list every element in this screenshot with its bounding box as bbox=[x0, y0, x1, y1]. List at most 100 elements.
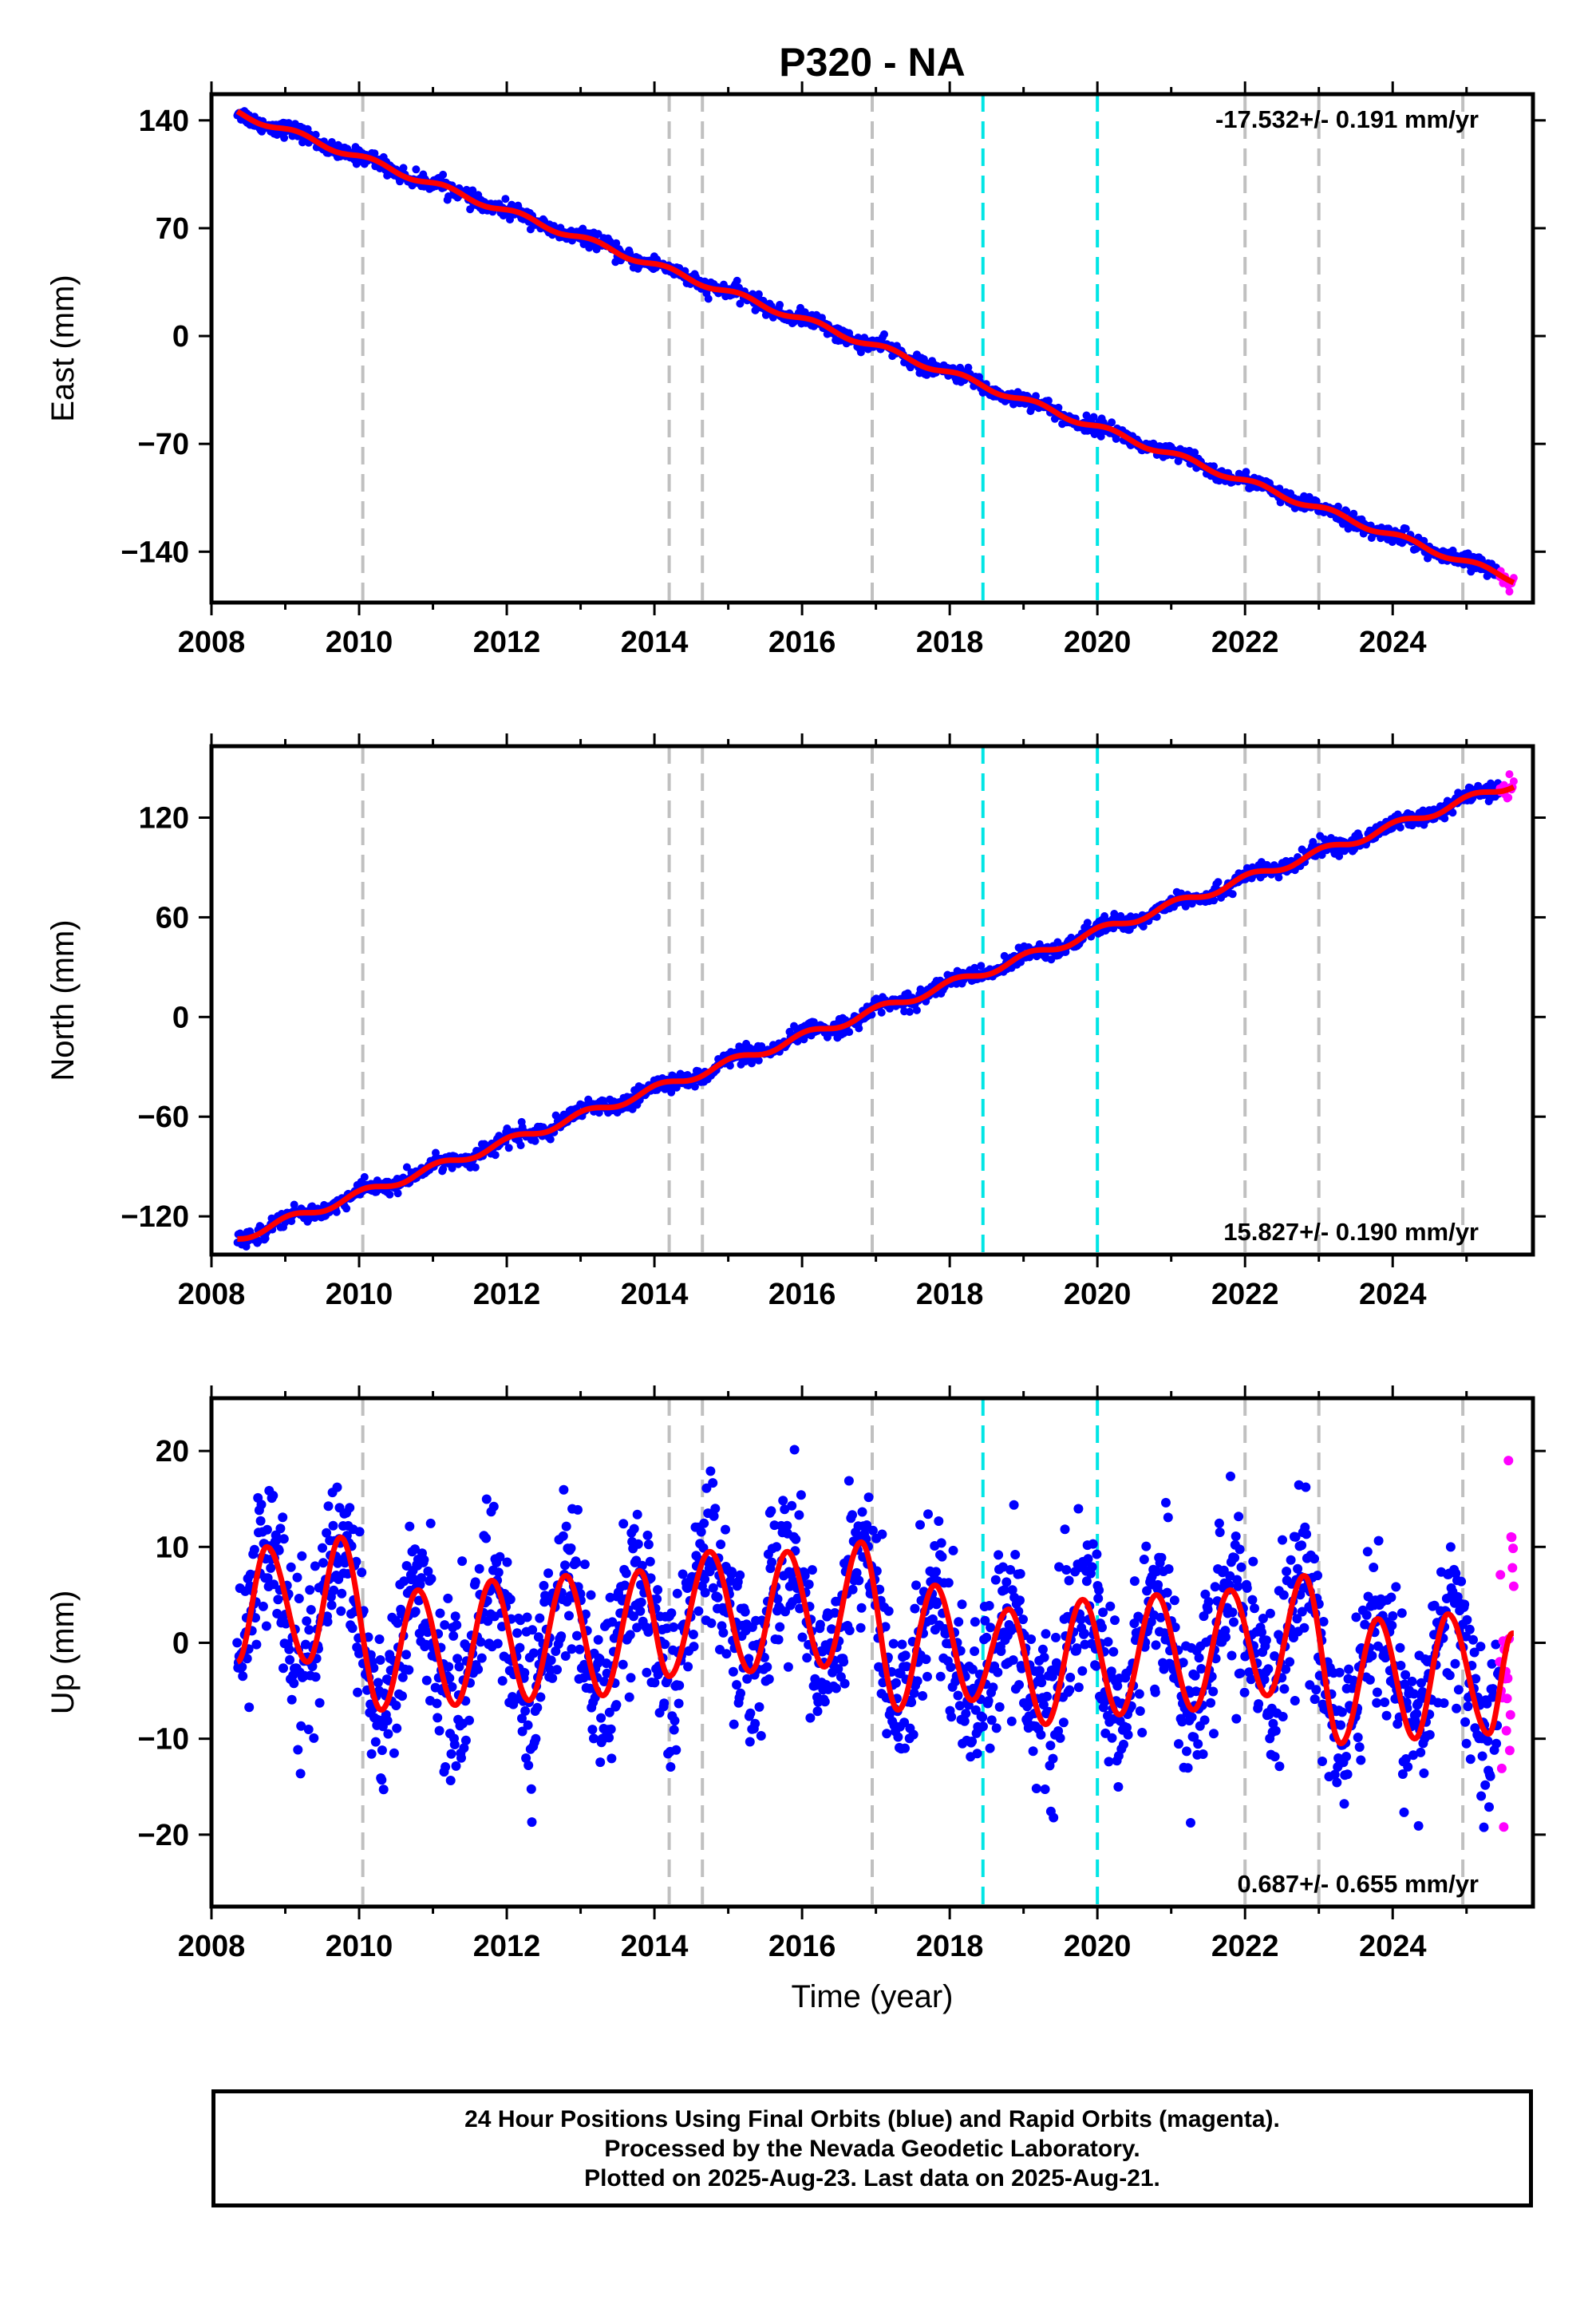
final-orbit-point bbox=[794, 1510, 804, 1520]
caption-line-2: Processed by the Nevada Geodetic Laborat… bbox=[604, 2135, 1140, 2162]
final-orbit-point bbox=[295, 1769, 306, 1779]
final-orbit-point bbox=[301, 1639, 310, 1650]
final-orbit-point bbox=[1347, 1683, 1357, 1694]
final-orbit-point bbox=[643, 1539, 654, 1550]
final-orbit-point bbox=[540, 1591, 551, 1601]
x-tick-label: 2018 bbox=[916, 1278, 984, 1311]
final-orbit-point bbox=[535, 1692, 546, 1702]
final-orbit-point bbox=[700, 1574, 710, 1584]
final-orbit-point bbox=[985, 1743, 995, 1753]
final-orbit-point bbox=[579, 1559, 590, 1570]
final-orbit-point bbox=[547, 1673, 558, 1683]
final-orbit-point bbox=[552, 1665, 562, 1675]
final-orbit-point bbox=[642, 1667, 652, 1678]
final-orbit-point bbox=[754, 1056, 763, 1065]
final-orbit-point bbox=[796, 1490, 806, 1500]
final-orbit-point bbox=[564, 1611, 574, 1621]
final-orbit-point bbox=[587, 1725, 598, 1735]
final-orbit-point bbox=[718, 1627, 729, 1638]
final-orbit-point bbox=[1040, 1784, 1050, 1794]
rapid-orbit-point bbox=[1503, 1456, 1514, 1466]
final-orbit-point bbox=[251, 1639, 262, 1650]
final-orbit-point bbox=[1460, 1599, 1470, 1610]
final-orbit-point bbox=[802, 1653, 812, 1663]
final-orbit-point bbox=[1401, 524, 1410, 533]
final-orbit-point bbox=[775, 1622, 785, 1632]
final-orbit-point bbox=[766, 1506, 776, 1516]
final-orbit-point bbox=[527, 1625, 538, 1635]
final-orbit-point bbox=[491, 1151, 500, 1160]
final-orbit-point bbox=[1231, 1531, 1241, 1541]
final-orbit-point bbox=[1248, 1556, 1258, 1567]
final-orbit-point bbox=[1097, 1622, 1107, 1633]
final-orbit-point bbox=[410, 1607, 421, 1617]
final-orbit-point bbox=[519, 1668, 530, 1678]
final-orbit-point bbox=[1246, 1674, 1256, 1685]
final-orbit-point bbox=[689, 1642, 699, 1652]
final-orbit-point bbox=[830, 1608, 840, 1618]
final-orbit-point bbox=[419, 1555, 429, 1565]
final-orbit-point bbox=[666, 1762, 676, 1772]
x-tick-label: 2012 bbox=[473, 1930, 541, 1963]
final-orbit-point bbox=[1278, 1590, 1289, 1600]
final-orbit-point bbox=[957, 1599, 967, 1610]
final-orbit-point bbox=[791, 1534, 801, 1544]
final-orbit-point bbox=[304, 1625, 314, 1635]
rapid-orbit-point bbox=[1505, 1709, 1515, 1720]
final-orbit-point bbox=[727, 1567, 737, 1577]
final-orbit-point bbox=[1239, 1687, 1250, 1697]
rate-label: -17.532+/- 0.191 mm/yr bbox=[1215, 105, 1479, 133]
final-orbit-point bbox=[1194, 1653, 1204, 1663]
final-orbit-point bbox=[1299, 1622, 1310, 1633]
final-orbit-point bbox=[970, 1705, 981, 1715]
final-orbit-point bbox=[1365, 1674, 1375, 1685]
final-orbit-point bbox=[1104, 1757, 1114, 1767]
final-orbit-point bbox=[877, 1529, 887, 1539]
final-orbit-point bbox=[439, 170, 448, 179]
final-orbit-point bbox=[1419, 1768, 1429, 1778]
final-orbit-point bbox=[268, 1491, 279, 1500]
x-tick-label: 2010 bbox=[326, 1930, 393, 1963]
final-orbit-point bbox=[604, 1707, 614, 1717]
final-orbit-point bbox=[880, 1622, 891, 1632]
final-orbit-point bbox=[318, 1558, 328, 1568]
final-orbit-point bbox=[1061, 1565, 1072, 1575]
final-orbit-point bbox=[531, 1733, 541, 1744]
final-orbit-point bbox=[1259, 1674, 1270, 1685]
final-orbit-point bbox=[1163, 1564, 1174, 1574]
final-orbit-point bbox=[1106, 1666, 1116, 1677]
final-orbit-point bbox=[572, 1630, 582, 1641]
final-orbit-point bbox=[678, 1569, 688, 1579]
final-orbit-point bbox=[754, 1701, 764, 1712]
final-orbit-point bbox=[1318, 1617, 1329, 1626]
final-orbit-point bbox=[629, 1611, 638, 1622]
final-orbit-point bbox=[1073, 1504, 1084, 1514]
plot-frame bbox=[209, 744, 1535, 1257]
final-orbit-point bbox=[762, 1662, 772, 1672]
final-orbit-point bbox=[1230, 1552, 1240, 1563]
final-orbit-point bbox=[266, 1563, 276, 1573]
final-orbit-point bbox=[1094, 1585, 1104, 1595]
final-orbit-point bbox=[1150, 1687, 1160, 1697]
final-orbit-point bbox=[1301, 1482, 1311, 1492]
final-orbit-point bbox=[602, 1668, 612, 1678]
final-orbit-point bbox=[932, 1597, 942, 1607]
y-tick-label: 120 bbox=[139, 802, 189, 836]
final-orbit-point bbox=[1396, 1608, 1407, 1618]
final-orbit-point bbox=[1091, 1661, 1101, 1671]
final-orbit-point bbox=[370, 1737, 381, 1747]
final-orbit-point bbox=[1234, 1512, 1244, 1522]
final-orbit-point bbox=[984, 1601, 994, 1611]
final-orbit-point bbox=[1107, 1733, 1117, 1743]
final-orbit-point bbox=[978, 1721, 988, 1732]
final-orbit-point bbox=[909, 1688, 919, 1698]
final-orbit-point bbox=[399, 164, 408, 172]
final-orbit-point bbox=[1395, 1642, 1405, 1653]
final-orbit-point bbox=[423, 1566, 433, 1576]
final-orbit-point bbox=[1123, 1729, 1133, 1740]
final-orbit-point bbox=[857, 1507, 867, 1517]
final-orbit-point bbox=[1265, 1608, 1275, 1618]
final-orbit-point bbox=[449, 1740, 460, 1749]
final-orbit-point bbox=[632, 1509, 642, 1520]
final-orbit-point bbox=[451, 1761, 461, 1771]
